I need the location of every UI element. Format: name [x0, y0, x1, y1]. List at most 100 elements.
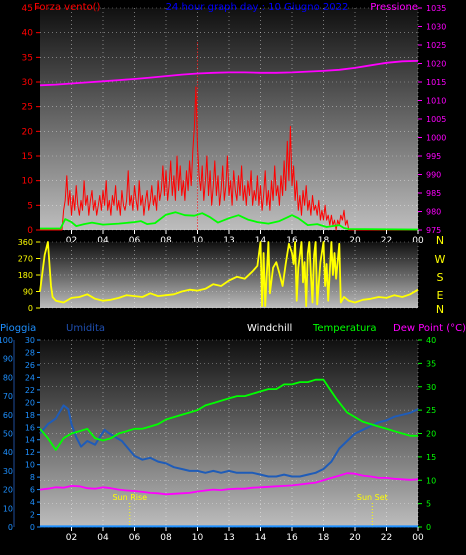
wind-tick-label: 40 — [22, 29, 34, 39]
compass-label: W — [435, 253, 446, 266]
wind-tick-label: 45 — [22, 4, 33, 14]
x-tick-label: 22 — [381, 236, 392, 246]
x-tick-label: 08 — [160, 236, 172, 246]
temperature-tick-label: 40 — [426, 336, 436, 345]
pressure-tick-label: 1030 — [426, 23, 446, 32]
pressure-tick-label: 1005 — [426, 115, 446, 124]
temperature-tick-label: 5 — [426, 500, 431, 509]
pressure-tick-label: 1000 — [426, 134, 446, 143]
humidity-tick-label: 0 — [8, 523, 13, 532]
chart-title: 24 hour graph day : 10 Giugno 2022 — [166, 2, 349, 13]
compass-label: E — [437, 289, 444, 302]
pressure-tick-label: 990 — [426, 171, 441, 180]
x-tick-label: 16 — [286, 236, 298, 246]
x-tick-label: 22 — [381, 533, 392, 543]
sunset-label: Sun Set — [357, 493, 388, 502]
direction-tick-label: 360 — [18, 238, 33, 247]
x-tick-label: 10 — [192, 533, 204, 543]
x-tick-label: 06 — [129, 236, 141, 246]
x-tick-label: 13 — [223, 236, 234, 246]
x-tick-label: 14 — [255, 533, 267, 543]
direction-tick-label: 180 — [18, 271, 33, 280]
wind-tick-label: 0 — [27, 226, 33, 236]
x-tick-label: 08 — [160, 533, 172, 543]
temperature-tick-label: 30 — [426, 383, 436, 392]
wind-tick-label: 5 — [27, 201, 33, 211]
wind-gust-line — [40, 86, 418, 231]
rain-tick-label: 12 — [25, 448, 35, 457]
rain-tick-label: 30 — [25, 336, 35, 345]
compass-label: S — [437, 271, 444, 284]
rain-tick-label: 20 — [25, 398, 35, 407]
rain-tick-label: 16 — [25, 423, 35, 432]
temperature-tick-label: 10 — [426, 476, 436, 485]
rain-tick-label: 0 — [30, 523, 35, 532]
x-tick-label: 18 — [318, 236, 330, 246]
x-tick-label: 18 — [318, 533, 330, 543]
sunrise-label: Sun Rise — [112, 493, 147, 502]
humidity-tick-label: 90 — [3, 355, 13, 364]
humidity-tick-label: 60 — [3, 411, 13, 420]
compass-label: N — [436, 303, 444, 316]
temperature-tick-label: 0 — [426, 523, 431, 532]
pressure-tick-label: 1035 — [426, 4, 446, 13]
x-tick-label: 00 — [412, 533, 424, 543]
rain-tick-label: 26 — [25, 361, 35, 370]
temperature-tick-label: 35 — [426, 359, 436, 368]
wind-tick-label: 25 — [22, 103, 33, 113]
temperature-tick-label: 20 — [426, 430, 436, 439]
pressure-tick-label: 1020 — [426, 60, 446, 69]
x-tick-label: 02 — [66, 236, 77, 246]
humidity-tick-label: 10 — [3, 504, 13, 513]
wind-tick-label: 35 — [22, 53, 33, 63]
pressure-tick-label: 995 — [426, 152, 441, 161]
humidity-tick-label: 70 — [3, 392, 13, 401]
temperature-tick-label: 15 — [426, 453, 436, 462]
rain-tick-label: 2 — [30, 511, 35, 520]
x-tick-label: 00 — [412, 236, 424, 246]
x-tick-label: 06 — [129, 533, 141, 543]
rain-tick-label: 24 — [25, 373, 35, 382]
direction-tick-label: 0 — [28, 304, 33, 313]
direction-tick-label: 90 — [23, 288, 33, 297]
wind-tick-label: 10 — [22, 177, 34, 187]
pressure-tick-label: 1025 — [426, 41, 446, 50]
x-tick-label: 10 — [192, 236, 204, 246]
wind-axis-title: Forza vento() — [34, 2, 101, 13]
wind-tick-label: 20 — [22, 127, 34, 137]
dewpoint-legend: Dew Point (°C) — [393, 323, 466, 334]
compass-label: N — [436, 234, 444, 247]
rain-axis-title: Pioggia — [0, 323, 36, 334]
pressure-tick-label: 1015 — [426, 78, 446, 87]
rain-tick-label: 22 — [25, 386, 35, 395]
wind-tick-label: 30 — [22, 78, 34, 88]
rain-tick-label: 8 — [30, 473, 35, 482]
rain-tick-label: 4 — [30, 498, 35, 507]
pressure-tick-label: 975 — [426, 226, 441, 235]
humidity-tick-label: 30 — [3, 467, 13, 476]
humidity-tick-label: 50 — [3, 430, 13, 439]
x-tick-label: 20 — [349, 236, 361, 246]
rain-tick-label: 28 — [25, 348, 35, 357]
wind-pressure-panel: 0510152025303540459759809859909951000100… — [22, 2, 447, 246]
humidity-tick-label: 100 — [0, 336, 13, 345]
rain-tick-label: 6 — [30, 486, 35, 495]
humidity-tick-label: 40 — [3, 448, 13, 457]
humidity-axis-title: Umidita — [66, 323, 105, 334]
temp-humidity-panel: Sun Rise Sun Set 051015202530354001020304… — [0, 323, 466, 543]
rain-tick-label: 14 — [25, 436, 35, 445]
temperature-line — [39, 378, 418, 451]
pressure-tick-label: 980 — [426, 208, 441, 217]
x-tick-label: 02 — [66, 533, 77, 543]
windchill-legend: Windchill — [247, 323, 292, 334]
rain-tick-label: 18 — [25, 411, 35, 420]
temperature-legend: Temperatura — [312, 323, 377, 334]
humidity-line — [39, 404, 419, 478]
wind-average-line — [40, 211, 419, 231]
x-tick-label: 20 — [349, 533, 361, 543]
x-tick-label: 16 — [286, 533, 298, 543]
pressure-tick-label: 985 — [426, 189, 441, 198]
wind-direction-line — [39, 241, 419, 308]
